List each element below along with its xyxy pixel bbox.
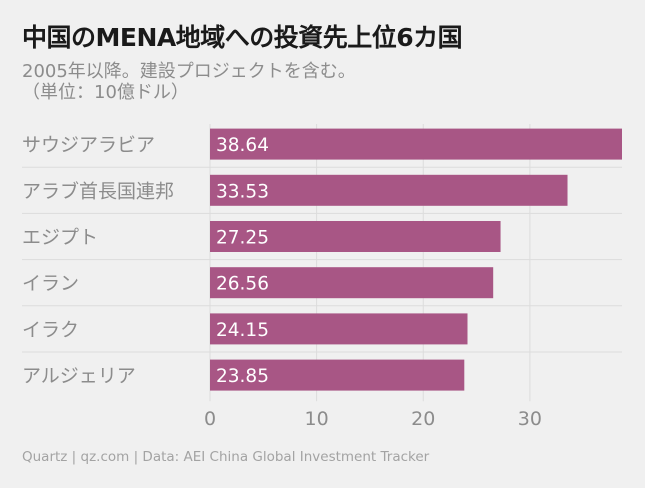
value-label: 24.15 xyxy=(216,320,269,341)
bar xyxy=(210,313,468,345)
category-label: イラン xyxy=(22,273,79,295)
gridlines xyxy=(209,124,531,402)
x-tick-label: 0 xyxy=(204,408,216,430)
x-axis: 0 10 20 30 xyxy=(204,408,542,430)
chart-subtitle: 2005年以降。建設プロジェクトを含む。 （単位：10億ドル） xyxy=(22,61,356,103)
category-label: イラク xyxy=(22,319,79,341)
category-label: サウジアラビア xyxy=(22,134,155,156)
bar xyxy=(210,128,622,160)
value-label: 38.64 xyxy=(216,135,269,156)
value-label: 26.56 xyxy=(216,274,269,295)
chart-title: 中国のMENA地域への投資先上位6カ国 xyxy=(22,23,463,52)
bar xyxy=(210,221,501,252)
bars xyxy=(210,128,622,391)
row-separators xyxy=(22,166,622,353)
value-label: 27.25 xyxy=(216,228,269,249)
category-label: アルジェリア xyxy=(22,365,136,387)
bar xyxy=(210,359,465,391)
x-tick-label: 30 xyxy=(518,408,542,430)
source-note: Quartz | qz.com | Data: AEI China Global… xyxy=(22,449,430,465)
value-label: 23.85 xyxy=(216,366,269,387)
value-labels: 38.64 33.53 27.25 26.56 24.15 23.85 xyxy=(216,135,269,387)
category-label: エジプト xyxy=(22,227,98,249)
x-tick-label: 20 xyxy=(411,408,435,430)
bar xyxy=(210,174,568,206)
value-label: 33.53 xyxy=(216,181,269,202)
category-label: アラブ首長国連邦 xyxy=(22,179,174,202)
x-tick-label: 10 xyxy=(305,408,329,430)
bar xyxy=(210,267,494,299)
